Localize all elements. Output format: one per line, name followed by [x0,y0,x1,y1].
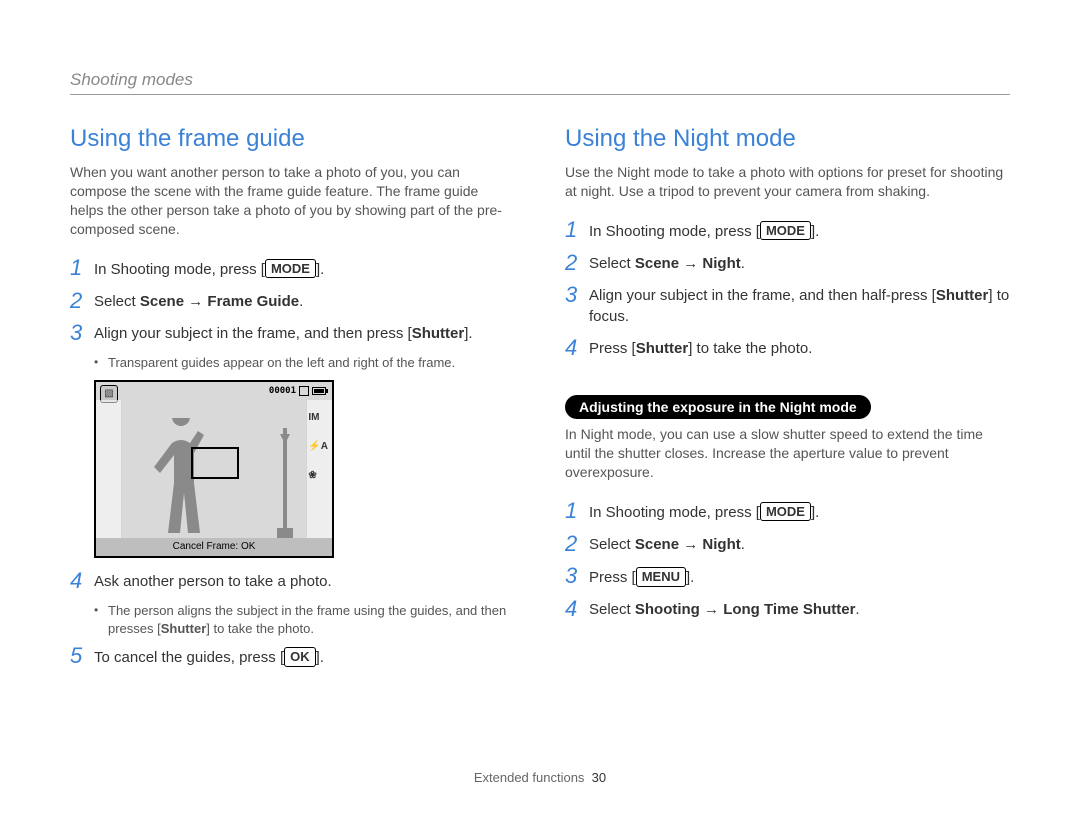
step-2: 2 Select Scene → Frame Guide. [70,290,515,312]
left-steps: 1 In Shooting mode, press [MODE]. 2 Sele… [70,257,515,345]
step-1: 1 In Shooting mode, press [MODE]. [565,219,1010,242]
step-3: 3 Align your subject in the frame, and t… [70,322,515,344]
mode-button-label: MODE [265,259,316,279]
left-column: Using the frame guide When you want anot… [70,125,515,678]
step-2: 2 Select Scene → Night. [565,252,1010,274]
menu-button-label: MENU [636,567,686,587]
ok-button-label: OK [284,647,316,667]
step-1: 1 In Shooting mode, press [MODE]. [565,500,1010,523]
step-number: 4 [70,570,94,592]
step-4: 4 Select Shooting → Long Time Shutter. [565,598,1010,620]
step-number: 5 [70,645,94,667]
footer-section: Extended functions [474,770,585,785]
right-steps-b: 1 In Shooting mode, press [MODE]. 2 Sele… [565,500,1010,621]
subsection-pill: Adjusting the exposure in the Night mode [565,395,871,419]
right-intro: Use the Night mode to take a photo with … [565,163,1010,201]
step-number: 3 [70,322,94,344]
step-3: 3 Press [MENU]. [565,565,1010,588]
step-4: 4 Ask another person to take a photo. [70,570,515,592]
content-columns: Using the frame guide When you want anot… [70,125,1010,678]
left-heading: Using the frame guide [70,125,515,153]
breadcrumb: Shooting modes [70,70,1010,95]
sd-icon [299,386,309,396]
camera-lcd-preview: ▧ 00001 IM ⚡A ❀ [94,380,334,558]
battery-icon [312,387,326,395]
macro-icon: ❀ [308,470,328,481]
lcd-right-icons: IM ⚡A ❀ [308,412,328,481]
mode-button-label: MODE [760,221,811,241]
right-column: Using the Night mode Use the Night mode … [565,125,1010,678]
lamppost-silhouette [276,428,294,538]
step-3: 3 Align your subject in the frame, and t… [565,284,1010,327]
step-number: 2 [70,290,94,312]
page-footer: Extended functions 30 [0,770,1080,785]
lcd-counter: 00001 [269,386,296,396]
focus-rectangle [191,447,239,479]
step-2: 2 Select Scene → Night. [565,533,1010,555]
lcd-bottom-text: Cancel Frame: OK [96,538,332,556]
right-steps-a: 1 In Shooting mode, press [MODE]. 2 Sele… [565,219,1010,359]
size-icon: IM [308,412,328,423]
step-5: 5 To cancel the guides, press [OK]. [70,645,515,668]
step-text: In Shooting mode, press [ [94,261,265,278]
step-number: 1 [70,257,94,279]
step-3-sub: •Transparent guides appear on the left a… [94,354,515,372]
right-heading: Using the Night mode [565,125,1010,153]
right-intro-2: In Night mode, you can use a slow shutte… [565,425,1010,482]
frame-guide-left [96,400,122,538]
left-intro: When you want another person to take a p… [70,163,515,239]
step-4: 4 Press [Shutter] to take the photo. [565,337,1010,359]
step-4-sub: • The person aligns the subject in the f… [94,602,515,637]
mode-button-label: MODE [760,502,811,522]
step-1: 1 In Shooting mode, press [MODE]. [70,257,515,280]
left-steps-cont: 4 Ask another person to take a photo. [70,570,515,592]
page-number: 30 [592,770,606,785]
flash-auto-icon: ⚡A [308,441,328,452]
